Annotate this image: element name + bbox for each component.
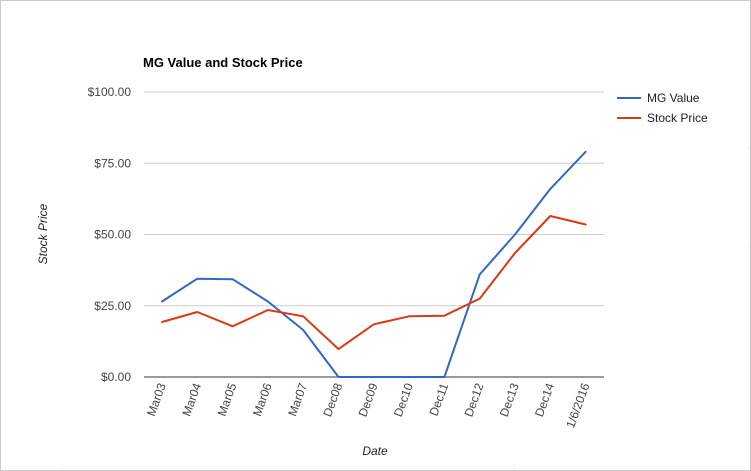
- y-tick-label: $50.00: [94, 228, 131, 242]
- x-tick-label: Dec14: [532, 381, 557, 419]
- x-tick-label: Mar04: [179, 381, 204, 418]
- legend-label: Stock Price: [647, 111, 708, 125]
- x-tick-label: Dec09: [356, 381, 381, 419]
- y-tick-label: $0.00: [101, 370, 131, 384]
- y-tick-label: $25.00: [94, 299, 131, 313]
- x-tick-label: Mar05: [215, 381, 240, 418]
- x-tick-label: Dec10: [391, 381, 416, 419]
- x-tick-label: Dec12: [461, 381, 486, 419]
- grid-lines: [144, 91, 604, 378]
- chart-title: MG Value and Stock Price: [143, 55, 303, 70]
- x-tick-labels: Mar03 Mar04 Mar05 Mar06 Mar07 Dec08 Dec09 Dec10…: [144, 381, 592, 430]
- x-tick-label: Mar06: [250, 381, 275, 418]
- y-axis-title: Stock Price: [36, 203, 50, 264]
- y-tick-label: $100.00: [88, 85, 132, 99]
- x-tick-label: Dec08: [320, 381, 345, 419]
- x-tick-label: Dec11: [427, 381, 452, 418]
- y-tick-labels: $0.00 $25.00 $50.00 $75.00 $100.00: [88, 85, 132, 384]
- x-tick-label: 1/6/2016: [563, 381, 592, 430]
- x-axis-title: Date: [362, 444, 388, 458]
- legend-label: MG Value: [647, 91, 700, 105]
- series-lines: [161, 150, 587, 378]
- x-tick-label: Mar03: [144, 381, 169, 418]
- y-tick-label: $75.00: [94, 156, 131, 170]
- x-tick-label: Dec13: [497, 381, 522, 419]
- x-tick-label: Mar07: [285, 381, 310, 418]
- legend: MG Value Stock Price: [617, 91, 708, 125]
- series-line-stock-price: [161, 215, 587, 351]
- series-line-mg-value: [161, 150, 587, 378]
